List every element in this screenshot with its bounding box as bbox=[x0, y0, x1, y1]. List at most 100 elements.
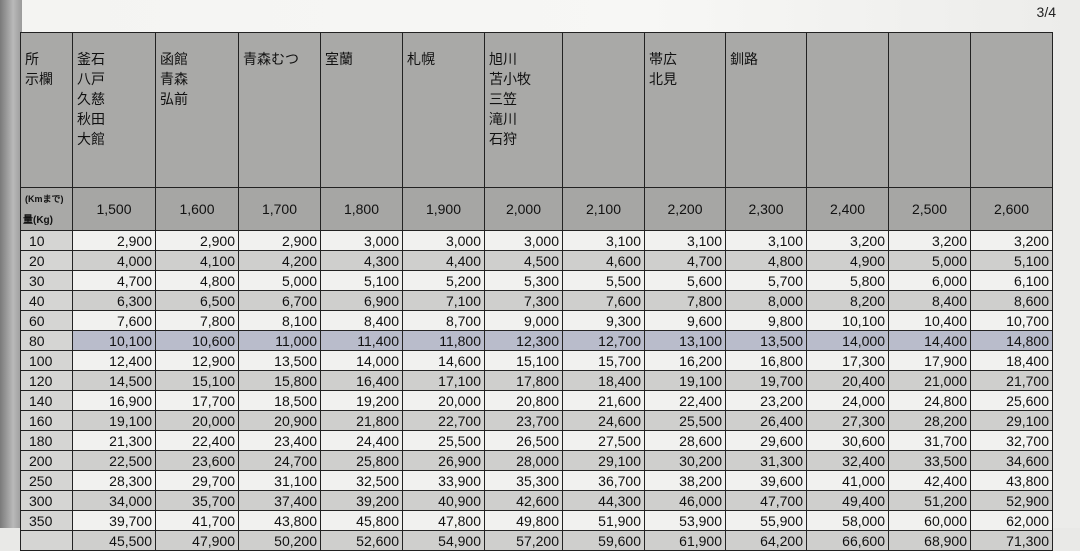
distance-header: 2,100 bbox=[562, 187, 645, 231]
rate-cell: 14,600 bbox=[402, 350, 485, 371]
rate-cell: 6,300 bbox=[72, 290, 156, 311]
destination-header: 釧路 bbox=[725, 32, 807, 188]
weight-cell: 300 bbox=[20, 490, 73, 511]
rate-cell: 21,300 bbox=[72, 430, 156, 451]
weight-cell: 80 bbox=[20, 330, 73, 351]
rate-cell: 24,000 bbox=[806, 390, 889, 411]
rate-cell: 20,000 bbox=[155, 410, 239, 431]
rate-cell: 62,000 bbox=[970, 510, 1053, 531]
rate-cell: 25,500 bbox=[402, 430, 485, 451]
rate-cell: 14,500 bbox=[72, 370, 156, 391]
table-row: 160 19,100 20,000 20,900 21,800 22,700 23,700 2… bbox=[20, 410, 1053, 431]
weight-cell: 180 bbox=[20, 430, 73, 451]
distance-header: 1,900 bbox=[402, 187, 485, 231]
rate-cell: 7,300 bbox=[484, 290, 563, 311]
rate-cell: 20,900 bbox=[238, 410, 321, 431]
rate-cell: 6,500 bbox=[155, 290, 239, 311]
rate-cell: 20,000 bbox=[402, 390, 485, 411]
table-row: 200 22,500 23,600 24,700 25,800 26,900 28,000 2… bbox=[20, 450, 1053, 471]
rate-cell: 15,800 bbox=[238, 370, 321, 391]
destination-header: 青森むつ bbox=[238, 32, 321, 188]
table-row: 350 39,700 41,700 43,800 45,800 47,800 49,800 5… bbox=[20, 510, 1053, 531]
rate-cell: 4,300 bbox=[320, 250, 403, 271]
destination-header: 帯広 北見 bbox=[644, 32, 726, 188]
rate-cell: 24,400 bbox=[320, 430, 403, 451]
rate-cell: 24,600 bbox=[562, 410, 645, 431]
rate-cell: 39,700 bbox=[72, 510, 156, 531]
rate-cell: 16,400 bbox=[320, 370, 403, 391]
rate-cell: 33,900 bbox=[402, 470, 485, 491]
rate-cell: 35,700 bbox=[155, 490, 239, 511]
rate-cell: 17,300 bbox=[806, 350, 889, 371]
rate-cell: 29,700 bbox=[155, 470, 239, 491]
table-row: 140 16,900 17,700 18,500 19,200 20,000 20,800 2… bbox=[20, 390, 1053, 411]
rate-cell: 35,300 bbox=[484, 470, 563, 491]
destination-header bbox=[562, 32, 645, 188]
rate-cell: 37,400 bbox=[238, 490, 321, 511]
table-row: 120 14,500 15,100 15,800 16,400 17,100 17,800 1… bbox=[20, 370, 1053, 391]
weight-cell: 140 bbox=[20, 390, 73, 411]
rate-cell: 42,400 bbox=[888, 470, 971, 491]
rate-cell: 29,100 bbox=[970, 410, 1053, 431]
table-row: 30 4,700 4,800 5,000 5,100 5,200 5,300 5,500 5,6… bbox=[20, 270, 1053, 291]
rate-cell: 59,600 bbox=[562, 530, 645, 551]
rate-cell: 14,000 bbox=[320, 350, 403, 371]
rate-cell: 5,200 bbox=[402, 270, 485, 291]
distance-header: 2,200 bbox=[644, 187, 726, 231]
rate-cell: 21,800 bbox=[320, 410, 403, 431]
rate-cell: 18,500 bbox=[238, 390, 321, 411]
rate-cell: 8,100 bbox=[238, 310, 321, 331]
distance-header: 2,000 bbox=[484, 187, 563, 231]
rate-cell: 34,000 bbox=[72, 490, 156, 511]
rate-cell: 3,200 bbox=[806, 230, 889, 251]
rate-cell: 26,400 bbox=[725, 410, 807, 431]
rate-cell: 32,500 bbox=[320, 470, 403, 491]
rate-cell: 5,700 bbox=[725, 270, 807, 291]
rate-cell: 4,700 bbox=[644, 250, 726, 271]
axis-corner-cell: (Kmまで) 量(Kg) bbox=[20, 187, 73, 231]
rate-cell: 24,700 bbox=[238, 450, 321, 471]
rate-cell: 7,600 bbox=[72, 310, 156, 331]
rate-cell: 41,700 bbox=[155, 510, 239, 531]
rate-cell: 43,800 bbox=[970, 470, 1053, 491]
rate-cell: 26,900 bbox=[402, 450, 485, 471]
rate-cell: 9,000 bbox=[484, 310, 563, 331]
distance-header: 1,700 bbox=[238, 187, 321, 231]
rate-cell: 25,800 bbox=[320, 450, 403, 471]
destination-header bbox=[806, 32, 889, 188]
rate-cell: 5,800 bbox=[806, 270, 889, 291]
rate-cell: 9,300 bbox=[562, 310, 645, 331]
rate-cell: 51,200 bbox=[888, 490, 971, 511]
distance-header-row: (Kmまで) 量(Kg) 1,500 1,600 1,700 1,800 1,900 2,… bbox=[20, 187, 1053, 231]
rate-cell: 3,000 bbox=[484, 230, 563, 251]
weight-cell: 250 bbox=[20, 470, 73, 491]
rate-cell: 6,900 bbox=[320, 290, 403, 311]
weight-cell: 30 bbox=[20, 270, 73, 291]
table-row: 80 10,100 10,600 11,000 11,400 11,800 12,300 12… bbox=[20, 330, 1053, 351]
rate-cell: 42,600 bbox=[484, 490, 563, 511]
rate-cell: 11,800 bbox=[402, 330, 485, 351]
rate-cell: 13,100 bbox=[644, 330, 726, 351]
rate-cell: 45,500 bbox=[72, 530, 156, 551]
weight-cell: 100 bbox=[20, 350, 73, 371]
rate-cell: 46,000 bbox=[644, 490, 726, 511]
rate-cell: 28,200 bbox=[888, 410, 971, 431]
rate-cell: 11,000 bbox=[238, 330, 321, 351]
rate-cell: 3,100 bbox=[644, 230, 726, 251]
rate-cell: 36,700 bbox=[562, 470, 645, 491]
rate-cell: 52,600 bbox=[320, 530, 403, 551]
rate-cell: 16,800 bbox=[725, 350, 807, 371]
rate-cell: 22,700 bbox=[402, 410, 485, 431]
rate-cell: 9,800 bbox=[725, 310, 807, 331]
rate-cell: 3,100 bbox=[562, 230, 645, 251]
rate-cell: 49,400 bbox=[806, 490, 889, 511]
distance-header: 2,500 bbox=[888, 187, 971, 231]
rate-cell: 4,400 bbox=[402, 250, 485, 271]
rate-cell: 32,700 bbox=[970, 430, 1053, 451]
table-row: 300 34,000 35,700 37,400 39,200 40,900 42,600 4… bbox=[20, 490, 1053, 511]
table-row: 20 4,000 4,100 4,200 4,300 4,400 4,500 4,600 4,7… bbox=[20, 250, 1053, 271]
rate-cell: 22,400 bbox=[644, 390, 726, 411]
rate-cell: 6,000 bbox=[888, 270, 971, 291]
weight-label: 量(Kg) bbox=[23, 215, 53, 226]
rate-cell: 5,500 bbox=[562, 270, 645, 291]
